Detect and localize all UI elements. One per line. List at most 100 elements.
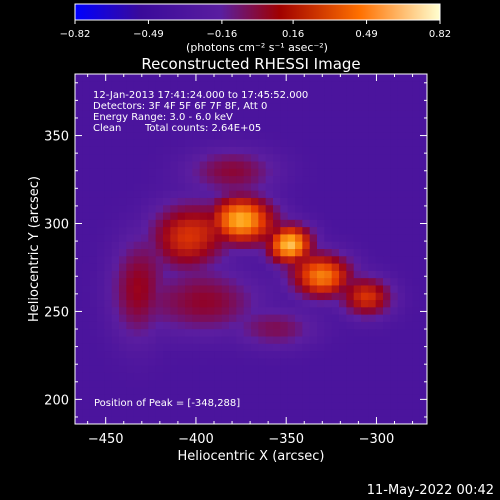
heatmap-cell bbox=[177, 343, 186, 352]
heatmap-cell bbox=[75, 212, 83, 221]
heatmap-cell bbox=[324, 132, 333, 141]
heatmap-cell bbox=[331, 394, 340, 403]
heatmap-cell bbox=[390, 256, 399, 265]
heatmap-cell bbox=[155, 292, 164, 301]
heatmap-cell bbox=[155, 110, 164, 119]
heatmap-cell bbox=[317, 234, 325, 243]
heatmap-cell bbox=[287, 249, 296, 257]
heatmap-cell bbox=[236, 358, 245, 367]
heatmap-cell bbox=[346, 249, 355, 257]
heatmap-cell bbox=[119, 358, 127, 367]
heatmap-cell bbox=[331, 387, 340, 396]
heatmap-cell bbox=[185, 409, 193, 418]
heatmap-cell bbox=[324, 307, 333, 316]
heatmap-cell bbox=[258, 307, 267, 316]
heatmap-cell bbox=[383, 117, 391, 126]
heatmap-cell bbox=[236, 212, 245, 221]
heatmap-cell bbox=[185, 227, 193, 236]
heatmap-cell bbox=[163, 168, 171, 177]
heatmap-cell bbox=[89, 81, 98, 90]
heatmap-cell bbox=[170, 278, 179, 287]
heatmap-cell bbox=[75, 380, 83, 389]
heatmap-cell bbox=[273, 205, 281, 214]
heatmap-cell bbox=[97, 307, 105, 316]
heatmap-cell bbox=[229, 154, 237, 163]
heatmap-cell bbox=[361, 146, 369, 155]
heatmap-cell bbox=[82, 292, 91, 301]
heatmap-cell bbox=[148, 74, 157, 82]
heatmap-cell bbox=[390, 146, 399, 155]
heatmap-cell bbox=[177, 336, 186, 345]
heatmap-cell bbox=[82, 190, 91, 199]
heatmap-cell bbox=[390, 190, 399, 199]
heatmap-cell bbox=[163, 292, 171, 301]
heatmap-cell bbox=[111, 300, 120, 308]
heatmap-cell bbox=[185, 329, 193, 338]
heatmap-cell bbox=[82, 285, 91, 294]
heatmap-cell bbox=[339, 168, 347, 177]
heatmap-cell bbox=[258, 110, 267, 119]
heatmap-cell bbox=[104, 300, 113, 308]
heatmap-cell bbox=[287, 285, 296, 294]
heatmap-cell bbox=[265, 190, 274, 199]
heatmap-cell bbox=[375, 117, 384, 126]
heatmap-cell bbox=[353, 249, 362, 257]
heatmap-cell bbox=[221, 168, 230, 177]
colorbar-tick-label: 0.16 bbox=[282, 29, 304, 40]
heatmap-cell bbox=[309, 270, 318, 279]
heatmap-cell bbox=[111, 132, 120, 141]
heatmap-cell bbox=[361, 343, 369, 352]
heatmap-cell bbox=[199, 380, 208, 389]
heatmap-cell bbox=[353, 212, 362, 221]
heatmap-cell bbox=[317, 263, 325, 272]
heatmap-cell bbox=[405, 285, 413, 294]
heatmap-cell bbox=[148, 343, 157, 352]
heatmap-cell bbox=[221, 329, 230, 338]
heatmap-cell bbox=[119, 197, 127, 206]
heatmap-cell bbox=[368, 125, 377, 133]
heatmap-cell bbox=[287, 95, 296, 104]
heatmap-cell bbox=[405, 256, 413, 265]
heatmap-cell bbox=[339, 183, 347, 192]
heatmap-cell bbox=[273, 81, 281, 90]
heatmap-cell bbox=[258, 387, 267, 396]
heatmap-cell bbox=[97, 74, 105, 82]
heatmap-cell bbox=[390, 285, 399, 294]
heatmap-cell bbox=[221, 183, 230, 192]
heatmap-cell bbox=[258, 358, 267, 367]
heatmap-cell bbox=[170, 336, 179, 345]
heatmap-cell bbox=[265, 74, 274, 82]
heatmap-cell bbox=[177, 190, 186, 199]
heatmap-cell bbox=[170, 402, 179, 411]
heatmap-cell bbox=[82, 416, 91, 424]
heatmap-cell bbox=[331, 285, 340, 294]
heatmap-cell bbox=[390, 402, 399, 411]
heatmap-cell bbox=[229, 409, 237, 418]
heatmap-cell bbox=[185, 81, 193, 90]
heatmap-cell bbox=[273, 307, 281, 316]
heatmap-cell bbox=[97, 110, 105, 119]
heatmap-cell bbox=[192, 329, 201, 338]
heatmap-cell bbox=[104, 183, 113, 192]
heatmap-cell bbox=[243, 110, 252, 119]
heatmap-cell bbox=[243, 292, 252, 301]
heatmap-cell bbox=[273, 402, 281, 411]
heatmap-cell bbox=[353, 81, 362, 90]
heatmap-cell bbox=[75, 205, 83, 214]
heatmap-cell bbox=[302, 81, 311, 90]
heatmap-cell bbox=[375, 154, 384, 163]
heatmap-cell bbox=[207, 300, 215, 308]
heatmap-cell bbox=[251, 212, 259, 221]
heatmap-cell bbox=[126, 212, 135, 221]
heatmap-cell bbox=[251, 336, 259, 345]
heatmap-cell bbox=[75, 146, 83, 155]
heatmap-cell bbox=[207, 416, 215, 424]
heatmap-cell bbox=[397, 336, 406, 345]
heatmap-cell bbox=[419, 110, 427, 119]
heatmap-cell bbox=[214, 154, 223, 163]
heatmap-cell bbox=[82, 394, 91, 403]
heatmap-cell bbox=[339, 416, 347, 424]
heatmap-cell bbox=[258, 380, 267, 389]
heatmap-cell bbox=[368, 387, 377, 396]
heatmap-cell bbox=[258, 176, 267, 184]
